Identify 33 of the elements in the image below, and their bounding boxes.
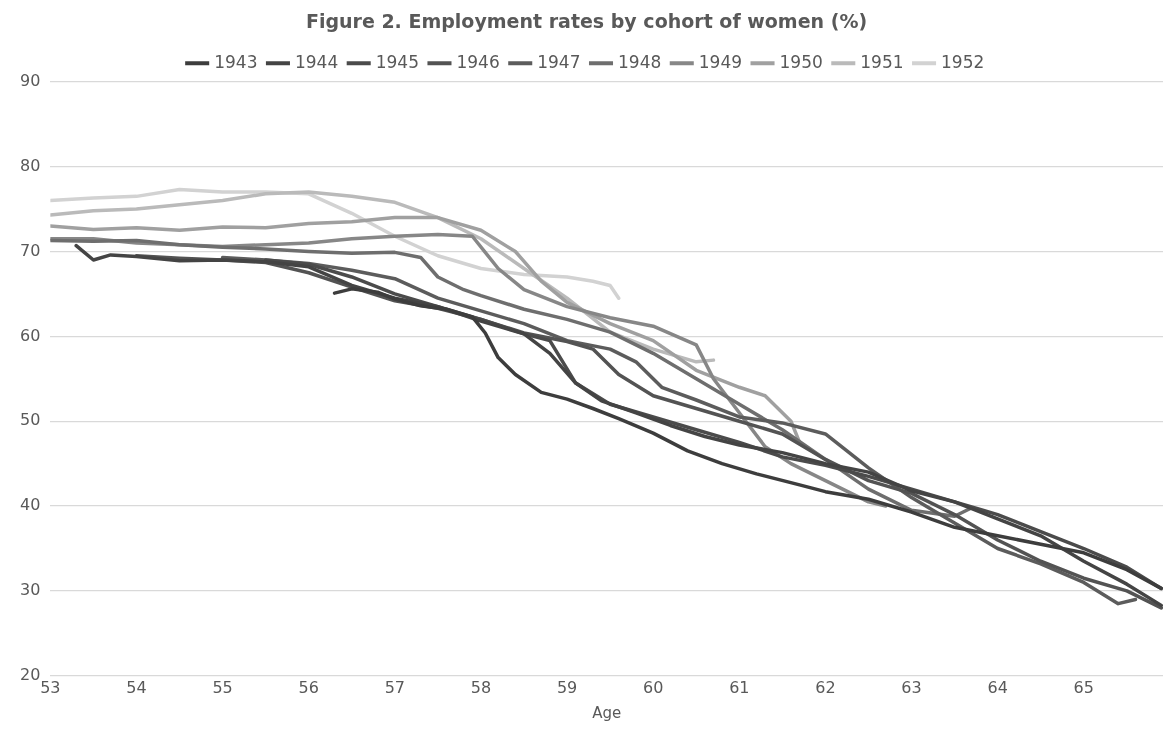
x-tick-label: 62 bbox=[815, 677, 836, 697]
x-tick-label: 57 bbox=[384, 677, 406, 697]
x-tick-label: 58 bbox=[470, 677, 492, 697]
y-tick-label: 90 bbox=[20, 70, 41, 90]
x-tick-label: 65 bbox=[1073, 677, 1094, 697]
x-tick-label: 56 bbox=[298, 677, 319, 697]
legend-label: 1951 bbox=[860, 51, 904, 72]
legend-label: 1946 bbox=[456, 51, 500, 72]
x-tick-label: 64 bbox=[987, 677, 1008, 697]
chart-title: Figure 2. Employment rates by cohort of women (%) bbox=[305, 10, 868, 33]
x-tick-label: 63 bbox=[901, 677, 922, 697]
legend-label: 1947 bbox=[537, 51, 581, 72]
y-tick-label: 50 bbox=[20, 410, 41, 430]
x-tick-label: 61 bbox=[729, 677, 750, 697]
y-tick-label: 60 bbox=[20, 325, 41, 345]
legend-label: 1944 bbox=[294, 51, 339, 72]
x-tick-label: 53 bbox=[40, 677, 61, 697]
legend-label: 1950 bbox=[779, 51, 823, 72]
y-tick-label: 80 bbox=[20, 155, 41, 175]
x-tick-label: 59 bbox=[556, 677, 578, 697]
legend-label: 1952 bbox=[941, 51, 985, 72]
y-tick-label: 40 bbox=[20, 495, 41, 515]
x-axis-title: Age bbox=[592, 703, 622, 722]
y-tick-label: 20 bbox=[20, 664, 41, 684]
legend-label: 1949 bbox=[698, 51, 743, 72]
y-tick-label: 30 bbox=[20, 580, 41, 600]
y-tick-label: 70 bbox=[20, 240, 41, 260]
legend-label: 1943 bbox=[214, 51, 258, 72]
x-tick-label: 60 bbox=[643, 677, 664, 697]
x-tick-label: 54 bbox=[126, 677, 147, 697]
legend-label: 1945 bbox=[375, 51, 419, 72]
x-tick-label: 55 bbox=[212, 677, 233, 697]
legend-label: 1948 bbox=[618, 51, 662, 72]
